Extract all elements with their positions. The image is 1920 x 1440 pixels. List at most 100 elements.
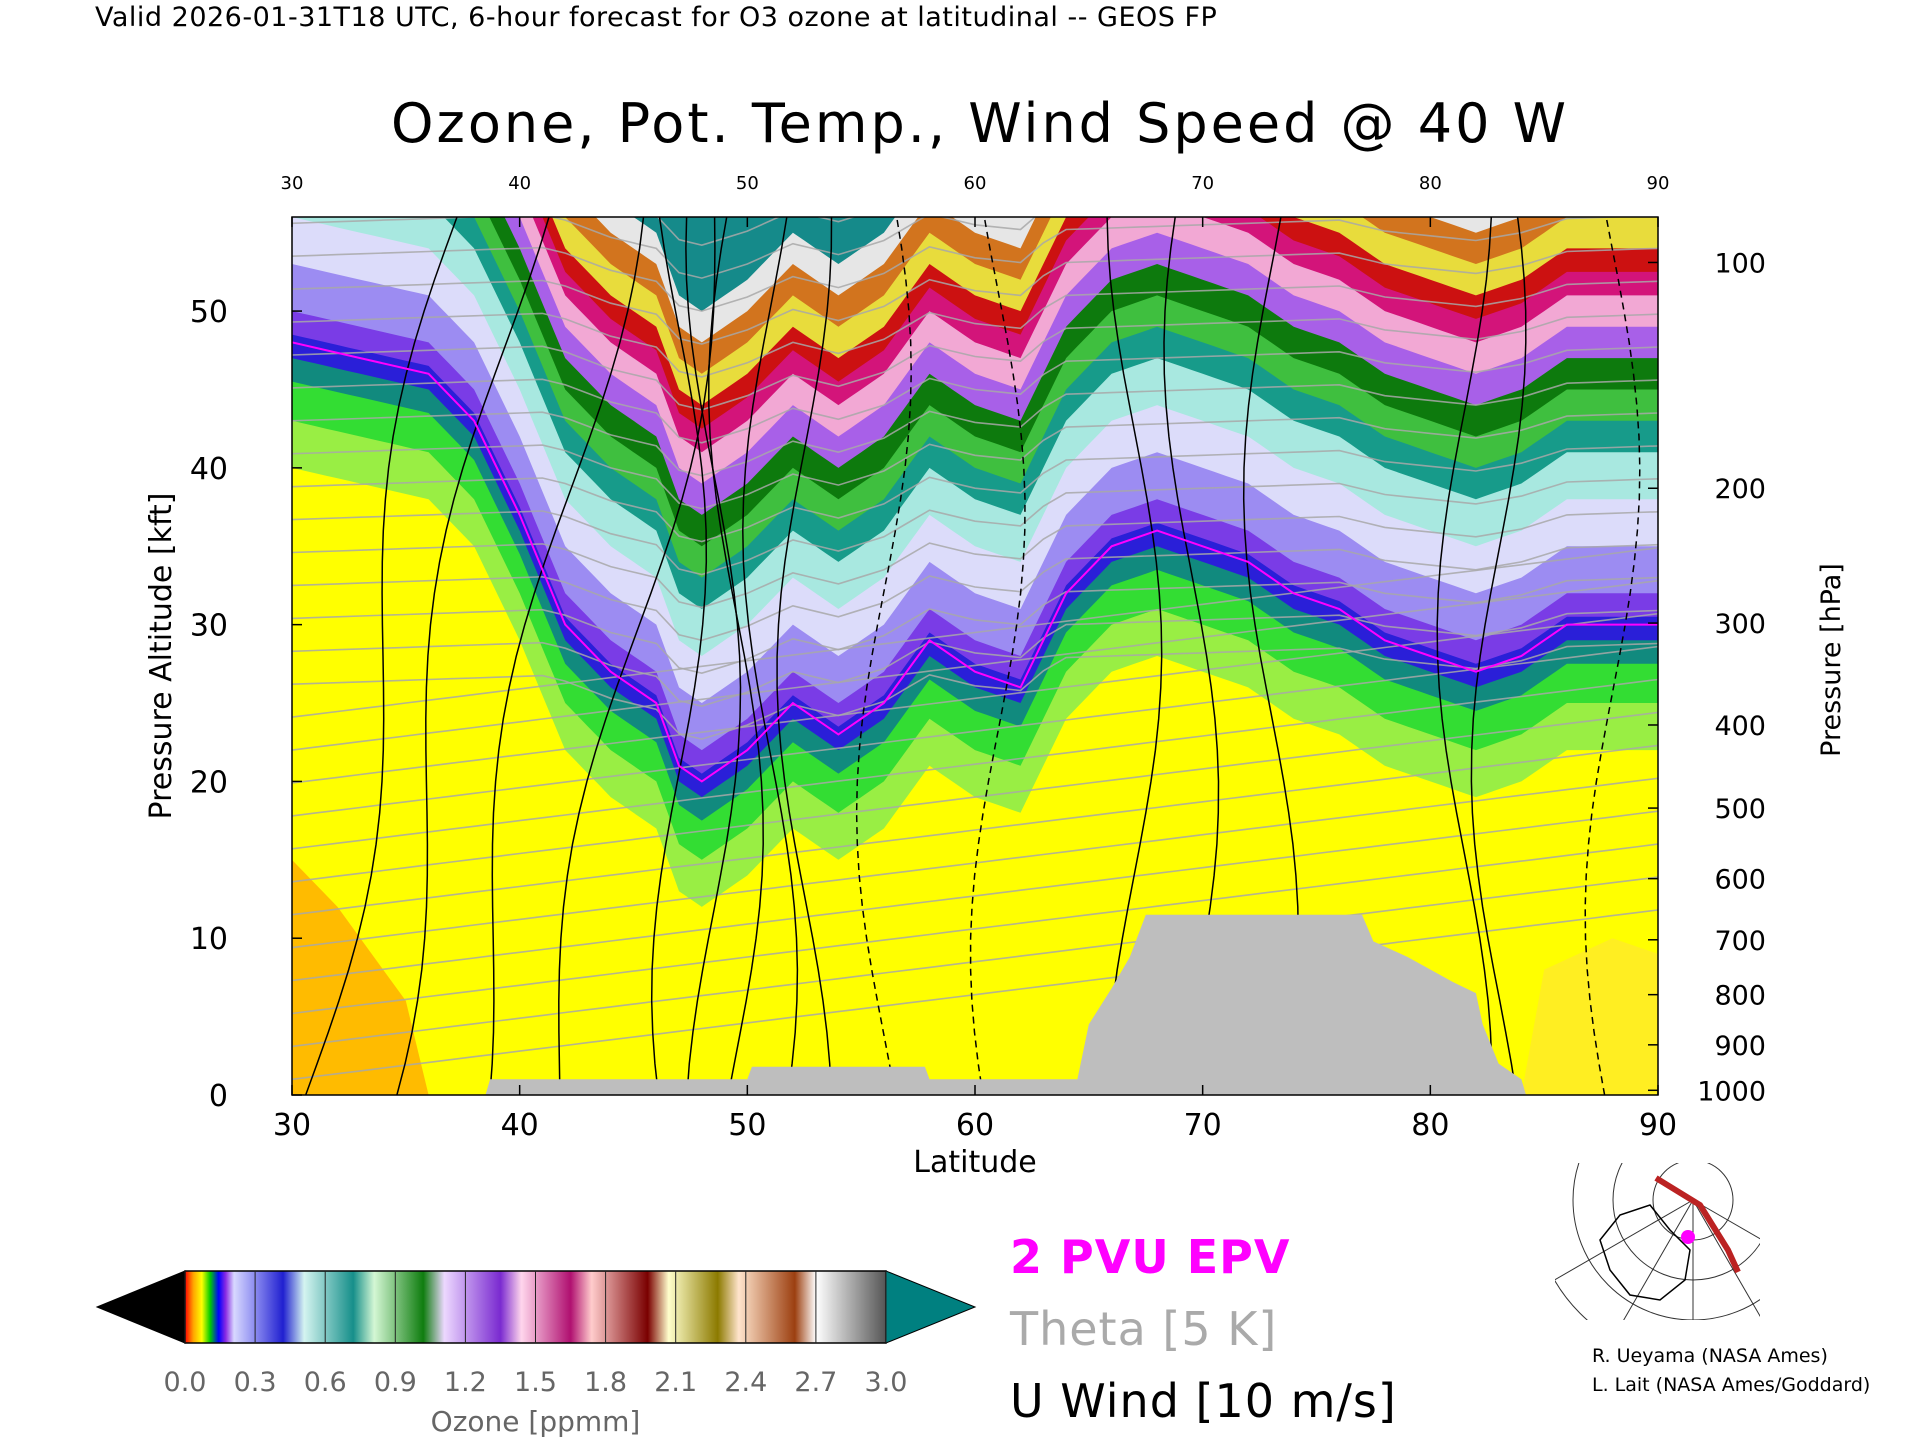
u-wind-contour (969, 217, 1026, 1095)
u-wind-contour (1470, 217, 1527, 1095)
theta-contour (292, 280, 1658, 378)
colorbar: 0.0 0.3 0.6 0.9 1.2 1.5 1.8 2.1 2.4 2.7 3.0 Ozone [… (95, 1270, 977, 1438)
x-tick-label-top: 80 (1419, 173, 1442, 194)
theta-contour (292, 777, 1658, 949)
u-wind-contour (776, 217, 833, 1095)
band-orange (292, 217, 1658, 374)
minimap-latitude-circle (1572, 1163, 1760, 1320)
y-tick-label: 10 (190, 922, 228, 957)
theta-contour (292, 744, 1658, 916)
theta-contour (292, 612, 1658, 784)
theta-contour (292, 810, 1658, 982)
y-axis-label: Pressure Altitude [kft] (144, 493, 179, 820)
y-axis-label-right: Pressure [hPa] (1816, 563, 1847, 757)
legend-theta-label: Theta [5 K] (1010, 1302, 1278, 1356)
x-tick-label-top: 40 (508, 173, 531, 194)
band-white (292, 217, 1658, 343)
theta-contour (292, 247, 1658, 345)
u-wind-contour (304, 217, 458, 1095)
chart-title: Ozone, Pot. Temp., Wind Speed @ 40 W (390, 92, 1569, 155)
x-tick-label: 60 (956, 1108, 994, 1143)
theta-contour (292, 217, 1636, 312)
theta-contour (292, 678, 1658, 850)
theta-contour (292, 711, 1658, 883)
colorbar-tick-label: 2.4 (724, 1367, 767, 1398)
colorbar-tick-label: 3.0 (865, 1367, 908, 1398)
theta-contour (292, 876, 1658, 1048)
x-tick-label: 70 (1184, 1108, 1222, 1143)
y-tick-label-right: 500 (1714, 794, 1766, 825)
minimap-meridian (1692, 1199, 1760, 1240)
x-tick-label: 40 (501, 1108, 539, 1143)
u-wind-contour (685, 217, 742, 1095)
theta-contour (292, 576, 1658, 675)
theta-contour (292, 579, 1658, 751)
minimap-meridian (1623, 1199, 1694, 1320)
minimap-location-marker (1681, 1230, 1695, 1244)
y-tick-label-right: 100 (1714, 248, 1766, 279)
region-yellow-lowlat (292, 561, 930, 1095)
colorbar-tick-label: 0.6 (304, 1367, 347, 1398)
theta-contour (292, 313, 1658, 411)
minimap-section-line (1654, 1175, 1741, 1274)
y-tick-label: 30 (190, 609, 228, 644)
x-tick-label-top: 90 (1647, 173, 1670, 194)
theta-contour (292, 346, 1658, 444)
terrain-mask (292, 914, 1658, 1095)
colorbar-tick-label: 2.7 (794, 1367, 837, 1398)
u-wind-contour (396, 217, 550, 1095)
y-tick-label: 40 (190, 452, 228, 487)
theta-contour (292, 642, 1658, 740)
theta-contour (292, 843, 1658, 1015)
u-wind-contour (1436, 217, 1493, 1095)
colorbar-tick-label: 0.0 (164, 1367, 207, 1398)
theta-contour (292, 478, 1658, 576)
theta-contour (292, 543, 1658, 642)
minimap-meridian (1692, 1199, 1760, 1318)
x-tick-label-top: 70 (1191, 173, 1214, 194)
u-wind-contour (650, 217, 708, 1095)
x-tick-label: 80 (1411, 1108, 1449, 1143)
minimap-coastline (1599, 1204, 1691, 1301)
colorbar-label: Ozone [ppmm] (431, 1405, 641, 1438)
header-validity-text: Valid 2026-01-31T18 UTC, 6-hour forecast… (95, 2, 1218, 33)
y-tick-label-right: 1000 (1697, 1076, 1766, 1107)
colorbar-tick-label: 0.9 (374, 1367, 417, 1398)
y-tick-label-right: 300 (1714, 609, 1766, 640)
minimap-meridian (1555, 1199, 1694, 1281)
theta-contour (292, 547, 1658, 718)
y-tick-label: 50 (190, 295, 228, 330)
legend-epv-label: 2 PVU EPV (1010, 1230, 1291, 1284)
theta-contour (292, 511, 1658, 609)
y-tick-label-right: 900 (1714, 1031, 1766, 1062)
y-tick-label-right: 200 (1714, 474, 1766, 505)
x-tick-label: 30 (273, 1108, 311, 1143)
epv-2pvu-line (292, 341, 1658, 783)
location-minimap (1555, 1163, 1760, 1320)
y-tick-label-right: 800 (1714, 981, 1766, 1012)
x-tick-label: 50 (728, 1108, 766, 1143)
colorbar-tick-label: 1.2 (444, 1367, 487, 1398)
theta-contour (292, 645, 1658, 817)
colorbar-tick-label: 1.8 (584, 1367, 627, 1398)
u-wind-contour (708, 217, 764, 1095)
x-tick-label-top: 30 (281, 173, 304, 194)
u-wind-contour (1584, 217, 1641, 1095)
y-tick-label-right: 600 (1714, 865, 1766, 896)
y-tick-label: 20 (190, 765, 228, 800)
minimap-bg (1560, 1165, 1758, 1317)
y-tick-label: 0 (209, 1079, 228, 1114)
x-axis-label: Latitude (913, 1145, 1036, 1180)
y-tick-label-right: 700 (1714, 926, 1766, 957)
x-tick-label: 90 (1639, 1108, 1677, 1143)
theta-contour (292, 379, 1658, 477)
theta-contour (292, 909, 1658, 1081)
colorbar-tick-label: 0.3 (234, 1367, 277, 1398)
theta-contour (292, 445, 1658, 543)
colorbar-tick-label: 2.1 (654, 1367, 697, 1398)
y-tick-label-right: 400 (1714, 711, 1766, 742)
u-wind-contour (489, 217, 645, 1095)
colorbar-high-arrow (885, 1270, 977, 1344)
u-wind-contour (1106, 217, 1163, 1095)
